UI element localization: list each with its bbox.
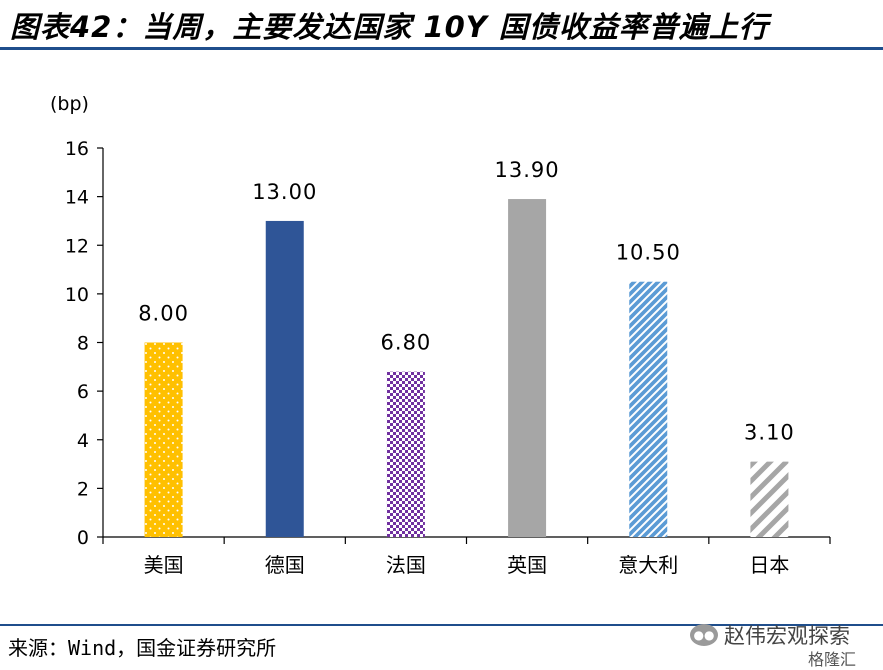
data-label: 6.80 <box>381 331 432 355</box>
source-note: 来源：Wind，国金证券研究所 <box>8 636 277 660</box>
bar <box>265 220 304 537</box>
y-tick-label: 6 <box>77 381 89 403</box>
y-tick-label: 8 <box>77 333 89 355</box>
x-tick-label: 美国 <box>144 553 184 577</box>
y-tick-label: 14 <box>65 187 89 209</box>
data-label: 13.90 <box>495 158 560 182</box>
bar <box>750 461 789 537</box>
y-tick-label: 16 <box>65 138 89 160</box>
x-tick-label: 法国 <box>386 553 426 577</box>
data-label: 13.00 <box>252 180 317 204</box>
bar-series: 8.00 13.00 6.80 13.90 10.50 3.10 <box>138 158 795 537</box>
title-divider <box>0 47 883 50</box>
x-tick-label: 英国 <box>507 553 547 577</box>
x-tick-label: 德国 <box>265 553 305 577</box>
bar-chart: (bp) 0 2 4 6 8 10 12 14 16 美国 德国 法国 英国 意大利 日本 8.00 13.… <box>50 93 831 577</box>
wechat-icon: ●● <box>690 624 718 646</box>
y-tick-label: 10 <box>65 284 89 306</box>
y-axis: 0 2 4 6 8 10 12 14 16 <box>65 138 104 549</box>
footer-divider <box>0 624 883 626</box>
watermark: ●● 赵伟宏观探索 <box>690 620 850 650</box>
data-label: 8.00 <box>138 302 189 326</box>
data-label: 10.50 <box>616 241 681 265</box>
x-axis: 美国 德国 法国 英国 意大利 日本 <box>102 536 831 577</box>
y-tick-label: 2 <box>77 478 89 500</box>
y-axis-label: (bp) <box>50 93 89 115</box>
y-tick-label: 0 <box>77 527 89 549</box>
x-tick-label: 日本 <box>749 553 789 577</box>
bar <box>508 199 547 537</box>
y-tick-label: 4 <box>77 430 89 452</box>
x-tick-label: 意大利 <box>618 553 678 577</box>
watermark-sub: 格隆汇 <box>808 650 857 669</box>
bar <box>386 371 425 537</box>
bar <box>629 281 668 537</box>
y-tick-label: 12 <box>65 235 89 257</box>
data-label: 3.10 <box>744 421 795 445</box>
bar <box>144 342 183 537</box>
figure-title: 图表42：当周，主要发达国家 10Y 国债收益率普遍上行 <box>10 10 769 44</box>
watermark-text: 赵伟宏观探索 <box>724 624 850 648</box>
